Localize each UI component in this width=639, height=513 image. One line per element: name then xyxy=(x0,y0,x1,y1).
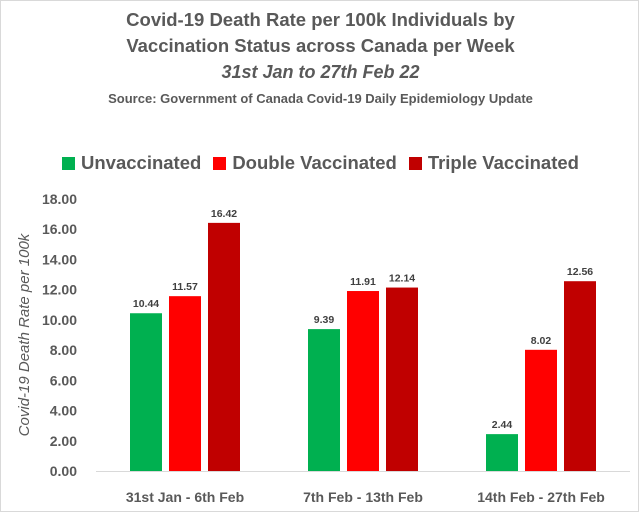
legend-item-double-vaccinated: Double Vaccinated xyxy=(213,152,397,174)
bar-value-label: 8.02 xyxy=(531,335,552,347)
y-tick-label: 10.00 xyxy=(42,312,77,328)
bar xyxy=(486,434,518,471)
x-category-label: 31st Jan - 6th Feb xyxy=(126,489,244,505)
legend-label-triple-vaccinated: Triple Vaccinated xyxy=(427,152,579,173)
legend-label-double-vaccinated: Double Vaccinated xyxy=(232,152,397,173)
bar xyxy=(130,313,162,471)
bar xyxy=(564,281,596,471)
chart-subtitle: 31st Jan to 27th Feb 22 xyxy=(221,62,420,82)
y-tick-label: 6.00 xyxy=(50,372,77,388)
chart-title-line-2: Vaccination Status across Canada per Wee… xyxy=(126,35,515,56)
bar xyxy=(208,222,240,471)
y-tick-label: 0.00 xyxy=(50,463,77,479)
bar xyxy=(525,349,557,471)
bar-value-label: 11.91 xyxy=(350,276,376,288)
bar-value-label: 11.57 xyxy=(172,281,198,293)
y-tick-label: 2.00 xyxy=(50,433,77,449)
y-tick-label: 14.00 xyxy=(42,251,77,267)
y-tick-label: 16.00 xyxy=(42,221,77,237)
y-tick-label: 12.00 xyxy=(42,282,77,298)
bar-value-label: 2.44 xyxy=(492,419,513,431)
y-tick-label: 8.00 xyxy=(50,342,77,358)
chart-source: Source: Government of Canada Covid-19 Da… xyxy=(108,91,533,106)
x-category-label: 7th Feb - 13th Feb xyxy=(303,489,423,505)
bar xyxy=(347,291,379,471)
bar xyxy=(169,296,201,471)
chart-legend: Unvaccinated Double Vaccinated Triple Va… xyxy=(1,152,639,174)
legend-label-unvaccinated: Unvaccinated xyxy=(81,152,202,173)
legend-swatch-unvaccinated xyxy=(62,156,76,170)
y-tick-label: 18.00 xyxy=(42,191,77,207)
x-category-label: 14th Feb - 27th Feb xyxy=(477,489,605,505)
bar xyxy=(386,287,418,471)
bar-value-label: 12.14 xyxy=(389,273,415,285)
bar-value-label: 9.39 xyxy=(314,314,335,326)
chart-title-line-1: Covid-19 Death Rate per 100k Individuals… xyxy=(126,9,515,30)
legend-swatch-triple-vaccinated xyxy=(408,156,422,170)
bar-value-label: 10.44 xyxy=(133,298,159,310)
legend-swatch-double-vaccinated xyxy=(213,156,227,170)
legend-item-unvaccinated: Unvaccinated xyxy=(62,152,201,174)
legend-item-triple-vaccinated: Triple Vaccinated xyxy=(408,152,579,174)
y-tick-label: 4.00 xyxy=(50,403,77,419)
bar-value-label: 16.42 xyxy=(211,208,237,220)
bar-value-label: 12.56 xyxy=(567,266,593,278)
bar xyxy=(308,329,340,471)
y-axis-title: Covid-19 Death Rate per 100k xyxy=(16,232,33,436)
